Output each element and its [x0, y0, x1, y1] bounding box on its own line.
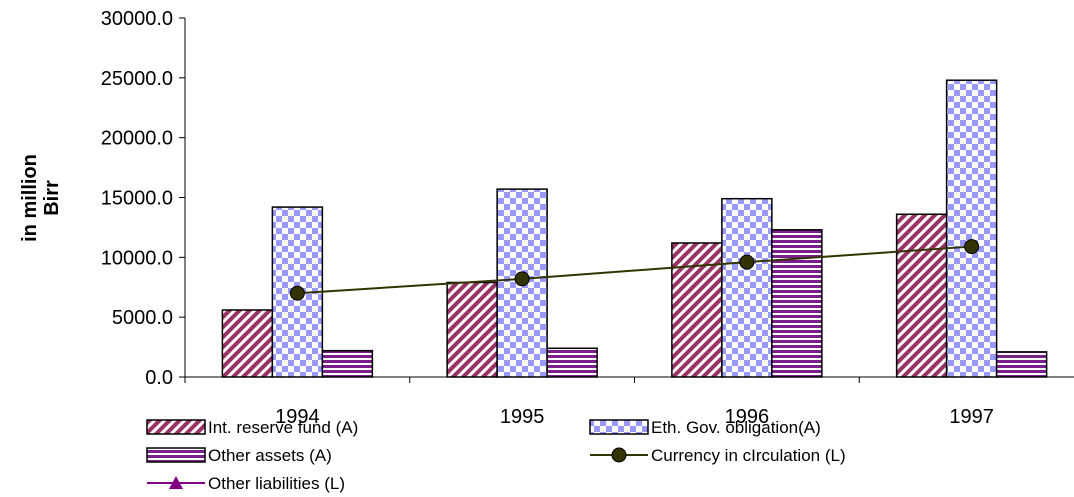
bar	[547, 348, 597, 377]
legend: Int. reserve fund (A) Eth. Gov. obligatio…	[147, 418, 846, 493]
y-tick-label: 25000.0	[101, 68, 173, 90]
x-tick-label: 1997	[949, 406, 994, 428]
series-line	[297, 247, 971, 294]
y-tick-label: 15000.0	[101, 188, 173, 210]
legend-label: Other liabilities (L)	[208, 474, 345, 493]
legend-label: Currency in cIrculation (L)	[651, 446, 846, 465]
y-tick-label: 20000.0	[101, 128, 173, 150]
legend-swatch	[147, 448, 205, 462]
bar	[722, 199, 772, 377]
bar	[222, 310, 272, 377]
lines	[290, 240, 978, 301]
legend-label: Int. reserve fund (A)	[208, 418, 358, 437]
y-axis-title-line2: Birr	[41, 180, 63, 216]
y-axis-title-line1: in million	[19, 154, 41, 242]
bar	[897, 214, 947, 377]
bar	[672, 243, 722, 377]
legend-swatch	[147, 420, 205, 434]
y-tick-label: 30000.0	[101, 8, 173, 30]
y-tick-label: 0.0	[145, 367, 173, 389]
bar	[772, 230, 822, 377]
legend-label: Other assets (A)	[208, 446, 332, 465]
y-tick-label: 5000.0	[112, 307, 173, 329]
y-axis: 0.0 5000.0 10000.0 15000.0 20000.0 25000.0 300…	[101, 8, 185, 389]
legend-marker	[612, 448, 626, 462]
legend-swatch	[590, 420, 648, 434]
line-point	[965, 240, 979, 254]
bar	[997, 352, 1047, 377]
bar	[447, 282, 497, 377]
x-tick-label: 1995	[500, 406, 545, 428]
bars	[222, 80, 1046, 377]
legend-label: Eth. Gov. obligation(A)	[651, 418, 821, 437]
line-point	[290, 286, 304, 300]
bar	[947, 80, 997, 377]
bar	[322, 351, 372, 377]
line-point	[515, 272, 529, 286]
y-tick-label: 10000.0	[101, 247, 173, 269]
line-point	[740, 255, 754, 269]
